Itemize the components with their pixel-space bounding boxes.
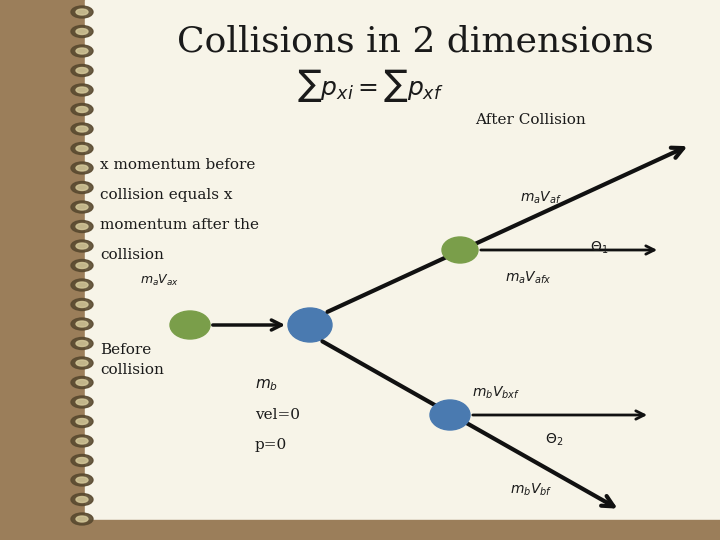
Text: $\Theta_1$: $\Theta_1$ [590, 240, 608, 256]
Text: vel=0: vel=0 [255, 408, 300, 422]
Ellipse shape [71, 25, 93, 37]
Ellipse shape [71, 64, 93, 77]
Ellipse shape [71, 45, 93, 57]
Ellipse shape [76, 224, 88, 230]
Text: $m_bV_{bxf}$: $m_bV_{bxf}$ [472, 385, 520, 401]
Text: $\sum p_{xi} = \sum p_{xf}$: $\sum p_{xi} = \sum p_{xf}$ [297, 66, 444, 104]
Ellipse shape [71, 201, 93, 213]
Ellipse shape [71, 494, 93, 505]
Ellipse shape [76, 399, 88, 405]
Ellipse shape [71, 357, 93, 369]
Ellipse shape [71, 513, 93, 525]
Ellipse shape [170, 311, 210, 339]
Ellipse shape [71, 415, 93, 428]
Ellipse shape [76, 262, 88, 268]
Ellipse shape [76, 516, 88, 522]
Text: $m_aV_{af}$: $m_aV_{af}$ [520, 190, 562, 206]
Bar [0, 520, 720, 540]
Ellipse shape [76, 243, 88, 249]
Text: $m_bV_{bf}$: $m_bV_{bf}$ [510, 482, 552, 498]
Ellipse shape [71, 435, 93, 447]
Ellipse shape [71, 396, 93, 408]
Ellipse shape [76, 301, 88, 307]
Ellipse shape [71, 279, 93, 291]
Text: momentum after the: momentum after the [100, 218, 259, 232]
Ellipse shape [76, 48, 88, 54]
Text: collision equals x: collision equals x [100, 188, 233, 202]
Ellipse shape [76, 438, 88, 444]
Ellipse shape [71, 84, 93, 96]
Text: $m_aV_{ax}$: $m_aV_{ax}$ [140, 273, 179, 287]
Ellipse shape [76, 496, 88, 503]
Text: $\Theta_2$: $\Theta_2$ [545, 432, 563, 448]
Ellipse shape [76, 204, 88, 210]
Ellipse shape [76, 87, 88, 93]
Ellipse shape [71, 474, 93, 486]
Ellipse shape [76, 185, 88, 191]
Ellipse shape [71, 338, 93, 349]
Ellipse shape [76, 380, 88, 386]
Text: x momentum before: x momentum before [100, 158, 256, 172]
Ellipse shape [288, 308, 332, 342]
Ellipse shape [76, 341, 88, 347]
Ellipse shape [71, 143, 93, 154]
Bar [85, 0, 720, 540]
Ellipse shape [76, 282, 88, 288]
Ellipse shape [71, 240, 93, 252]
Text: p=0: p=0 [255, 438, 287, 452]
Text: $m_b$: $m_b$ [255, 377, 278, 393]
Ellipse shape [71, 376, 93, 388]
Ellipse shape [76, 9, 88, 15]
Ellipse shape [71, 455, 93, 467]
Text: After Collision: After Collision [474, 113, 585, 127]
Ellipse shape [71, 220, 93, 233]
Ellipse shape [76, 145, 88, 152]
Ellipse shape [76, 126, 88, 132]
Ellipse shape [76, 106, 88, 112]
Ellipse shape [71, 299, 93, 310]
Ellipse shape [71, 181, 93, 193]
Bar [0, 0, 85, 540]
Text: Before
collision: Before collision [100, 343, 164, 377]
Ellipse shape [76, 29, 88, 35]
Ellipse shape [71, 162, 93, 174]
Ellipse shape [76, 321, 88, 327]
Ellipse shape [71, 318, 93, 330]
Ellipse shape [71, 260, 93, 272]
Text: Collisions in 2 dimensions: Collisions in 2 dimensions [176, 25, 653, 59]
Ellipse shape [76, 418, 88, 424]
Ellipse shape [430, 400, 470, 430]
Text: collision: collision [100, 248, 164, 262]
Ellipse shape [76, 457, 88, 463]
Ellipse shape [76, 477, 88, 483]
Ellipse shape [71, 104, 93, 116]
Ellipse shape [76, 68, 88, 73]
Text: $m_aV_{afx}$: $m_aV_{afx}$ [505, 270, 552, 286]
Ellipse shape [71, 6, 93, 18]
Ellipse shape [71, 123, 93, 135]
Ellipse shape [76, 360, 88, 366]
Ellipse shape [442, 237, 478, 263]
Ellipse shape [76, 165, 88, 171]
